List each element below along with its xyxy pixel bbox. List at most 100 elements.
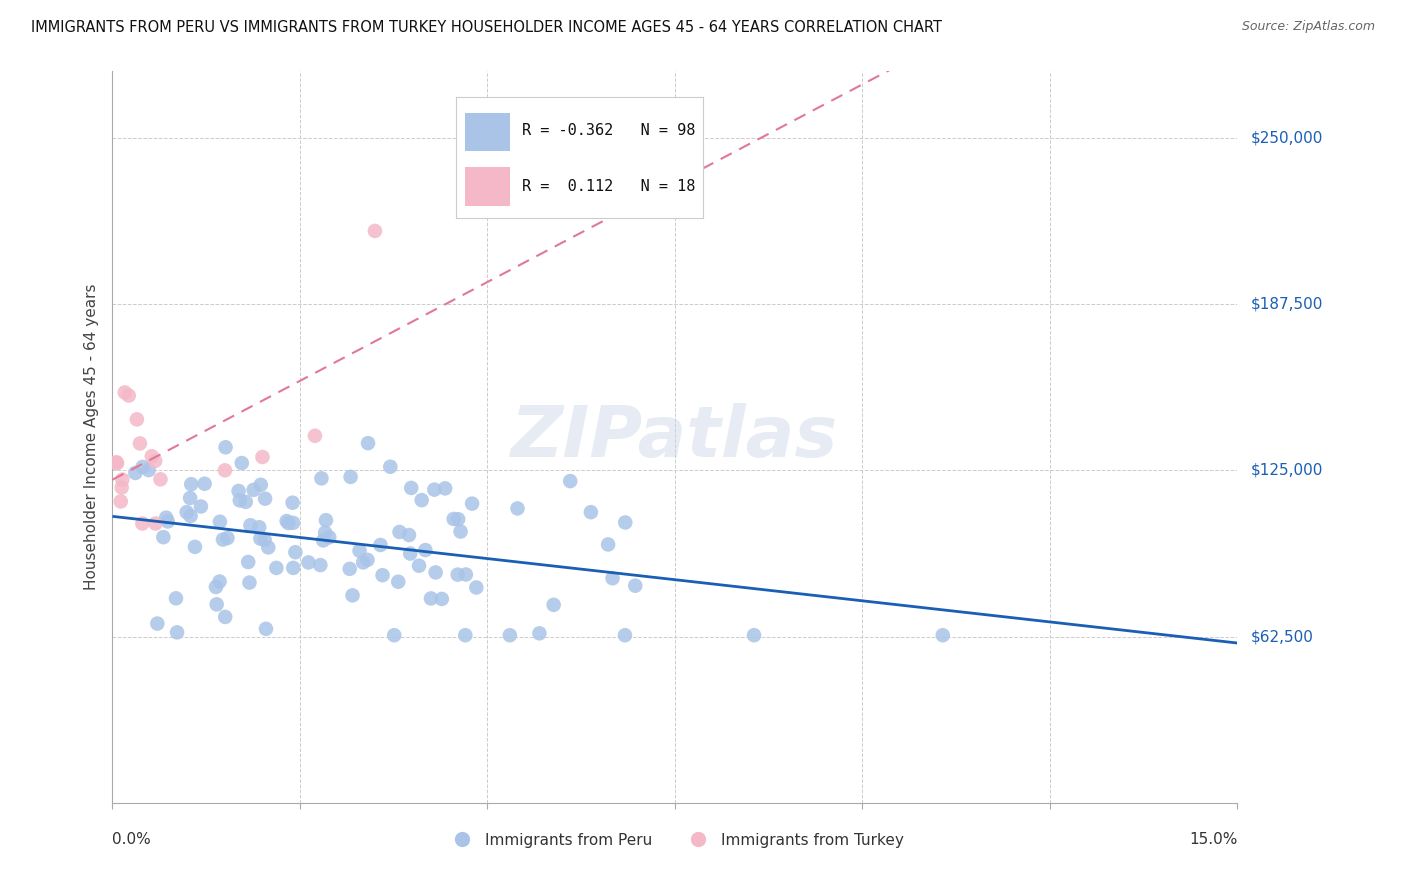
Point [284,545,307,559]
Point [415,543,437,558]
Point [152,530,174,544]
Point [124,466,146,480]
Point [312,533,335,548]
Point [141,449,163,463]
Point [932,628,955,642]
Point [447,567,470,582]
Point [266,561,288,575]
Point [276,514,298,528]
Point [420,591,443,606]
Point [257,541,280,555]
Point [398,528,420,542]
Point [465,581,488,595]
Point [247,520,270,534]
Point [411,493,433,508]
Point [543,598,565,612]
Point [339,562,361,576]
Text: 15.0%: 15.0% [1189,832,1237,847]
Point [425,566,447,580]
Point [380,459,402,474]
Point [111,473,134,487]
Point [231,456,253,470]
Point [155,510,177,524]
Point [450,524,472,539]
Point [399,481,422,495]
Point [125,412,148,426]
Point [205,580,228,594]
Point [254,491,277,506]
Point [408,558,430,573]
Point [356,553,378,567]
Point [506,501,529,516]
Point [357,436,380,450]
Point [214,463,236,477]
Point [388,524,411,539]
Point [352,556,374,570]
Point [194,476,217,491]
Point [443,512,465,526]
Point [214,440,236,454]
Point [114,385,136,400]
Point [217,531,239,545]
Point [145,516,167,531]
Point [229,493,252,508]
Point [131,516,153,531]
Point [382,628,405,642]
Point [598,537,620,551]
Point [110,494,132,508]
Point [349,543,371,558]
Point [239,518,262,533]
Point [176,505,198,519]
Point [560,474,582,488]
Point [143,454,166,468]
Point [166,625,188,640]
Point [238,575,260,590]
Point [212,533,235,547]
Point [315,513,337,527]
Point [138,463,160,477]
Point [370,538,392,552]
Point [314,525,336,540]
Point [742,628,765,642]
Point [111,480,134,494]
Point [205,598,228,612]
Point [156,515,179,529]
Point [179,491,201,505]
Point [165,591,187,606]
Point [454,628,477,642]
Point [281,516,304,530]
Point [447,512,470,526]
Point [105,455,128,469]
Y-axis label: Householder Income Ages 45 - 64 years: Householder Income Ages 45 - 64 years [84,284,100,591]
Text: $250,000: $250,000 [1251,130,1323,145]
Text: ZIPatlas: ZIPatlas [512,402,838,472]
Point [180,477,202,491]
Point [238,555,260,569]
Point [253,533,276,547]
Point [614,516,637,530]
Point [434,481,457,495]
Point [129,436,152,450]
Point [399,547,422,561]
Point [297,556,319,570]
Point [249,477,271,491]
Point [208,574,231,589]
Point [252,450,274,464]
Point [454,567,477,582]
Point [228,483,250,498]
Point [430,591,453,606]
Point [254,622,277,636]
Point [371,568,394,582]
Point [214,610,236,624]
Point [614,628,637,642]
Point [624,579,647,593]
Point [529,626,551,640]
Text: Source: ZipAtlas.com: Source: ZipAtlas.com [1241,20,1375,33]
Point [318,530,340,544]
Point [342,588,364,602]
Point [364,224,387,238]
Point [105,456,128,470]
Point [277,516,299,530]
Point [283,561,305,575]
Text: IMMIGRANTS FROM PERU VS IMMIGRANTS FROM TURKEY HOUSEHOLDER INCOME AGES 45 - 64 Y: IMMIGRANTS FROM PERU VS IMMIGRANTS FROM … [31,20,942,35]
